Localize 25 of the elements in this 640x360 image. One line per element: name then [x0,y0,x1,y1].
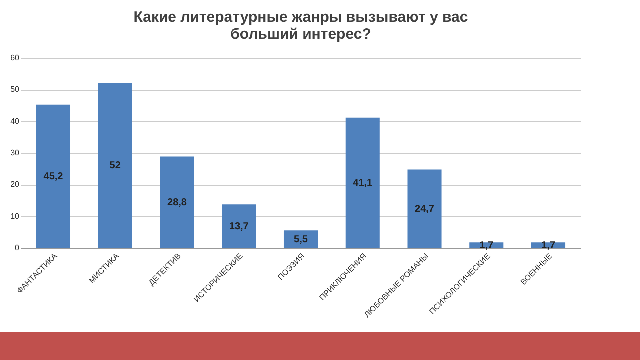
data-label: 5,5 [294,234,308,246]
bar [346,118,380,248]
bar [98,83,132,248]
y-tick-label: 20 [10,180,20,190]
text: больший интерес? [230,26,372,43]
y-tick-label: 60 [10,54,20,62]
data-label: 24,7 [415,204,435,215]
data-label: 45,2 [44,171,64,182]
text: Какие литературные жанры вызывают у вас [134,9,468,26]
data-label: 28,8 [168,197,188,208]
y-tick-label: 0 [15,244,20,252]
data-label: 52 [110,160,122,172]
bar [36,104,71,248]
data-label: 13,7 [229,221,250,232]
y-tick-label: 40 [10,116,20,126]
data-label: 41,1 [353,178,374,189]
bar [160,156,194,248]
bar [408,170,442,248]
bar [222,204,256,248]
y-tick-label: 30 [10,148,20,158]
bar [284,230,318,248]
data-label: 1,7 [542,240,556,252]
y-tick-label: 50 [10,85,20,94]
data-label: 1,7 [480,240,494,252]
y-tick-label: 10 [10,212,20,221]
